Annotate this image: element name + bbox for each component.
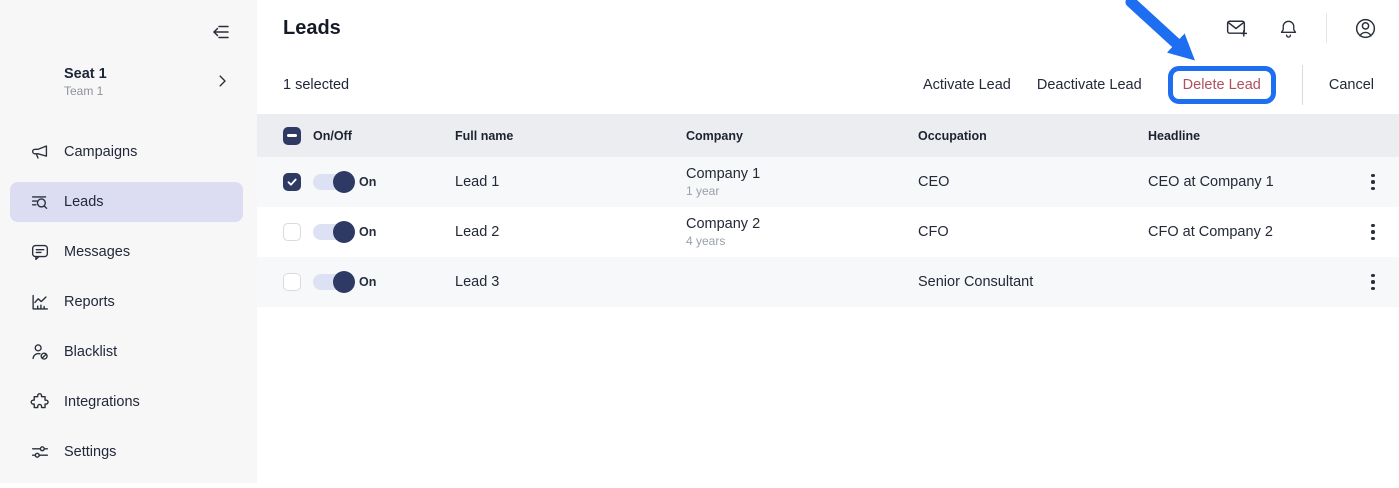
megaphone-icon	[28, 140, 52, 164]
company-name: Company 1	[686, 166, 761, 182]
check-icon	[286, 176, 298, 188]
sidebar-nav: Campaigns Leads Messages	[10, 132, 243, 482]
toggle-label: On	[359, 225, 377, 239]
sidebar-item-settings[interactable]: Settings	[10, 432, 243, 472]
top-header: Leads	[257, 0, 1399, 56]
sidebar: Seat 1 Team 1 Campaigns	[0, 0, 257, 483]
sidebar-item-label: Blacklist	[64, 344, 118, 360]
user-block-icon	[28, 340, 52, 364]
lead-on-off-toggle[interactable]: On	[313, 221, 455, 243]
row-menu-button[interactable]	[1365, 218, 1381, 247]
profile-icon	[1353, 16, 1378, 41]
table-header-row: On/Off Full name Company Occupation Head…	[257, 114, 1399, 157]
toggle-label: On	[359, 275, 377, 289]
sidebar-item-reports[interactable]: Reports	[10, 282, 243, 322]
company-name: Company 2	[686, 216, 761, 232]
cell-full-name: Lead 2	[455, 224, 500, 240]
compose-message-button[interactable]	[1222, 14, 1250, 42]
lead-on-off-toggle[interactable]: On	[313, 171, 455, 193]
toggle-knob	[333, 171, 355, 193]
chart-icon	[28, 290, 52, 314]
kebab-icon	[1371, 223, 1375, 241]
sidebar-item-label: Messages	[64, 244, 131, 260]
column-header-onoff: On/Off	[313, 128, 352, 143]
cell-headline: CEO at Company 1	[1148, 174, 1274, 190]
mail-plus-icon	[1224, 16, 1249, 41]
sidebar-item-integrations[interactable]: Integrations	[10, 382, 243, 422]
column-header-company: Company	[686, 128, 743, 143]
sidebar-item-blacklist[interactable]: Blacklist	[10, 332, 243, 372]
kebab-icon	[1371, 273, 1375, 291]
row-checkbox[interactable]	[283, 173, 301, 191]
profile-button[interactable]	[1351, 14, 1379, 42]
notifications-button[interactable]	[1274, 14, 1302, 42]
row-checkbox[interactable]	[283, 223, 301, 241]
header-divider	[1326, 13, 1327, 43]
sidebar-item-label: Integrations	[64, 394, 140, 410]
toggle-label: On	[359, 175, 377, 189]
annotation-highlight-box: Delete Lead	[1167, 66, 1276, 104]
toggle-track	[313, 221, 355, 243]
sidebar-item-label: Campaigns	[64, 144, 138, 160]
row-checkbox[interactable]	[283, 273, 301, 291]
row-menu-button[interactable]	[1365, 268, 1381, 297]
collapse-sidebar-button[interactable]	[207, 18, 235, 46]
sidebar-item-messages[interactable]: Messages	[10, 232, 243, 272]
chevron-right-icon	[213, 72, 231, 90]
deactivate-lead-button[interactable]: Deactivate Lead	[1036, 77, 1142, 93]
cell-headline: CFO at Company 2	[1148, 224, 1273, 240]
selection-action-bar: 1 selected Activate Lead Deactivate Lead…	[257, 56, 1399, 114]
delete-lead-button[interactable]: Delete Lead	[1182, 77, 1261, 93]
main-content: Leads	[257, 0, 1399, 483]
cell-full-name: Lead 3	[455, 274, 500, 290]
lead-on-off-toggle[interactable]: On	[313, 271, 455, 293]
cancel-button[interactable]: Cancel	[1328, 77, 1374, 93]
cell-occupation: CFO	[918, 224, 949, 240]
seat-subtitle: Team 1	[64, 84, 104, 98]
lead-search-icon	[28, 190, 52, 214]
sliders-icon	[28, 440, 52, 464]
select-all-checkbox[interactable]	[283, 126, 301, 145]
toggle-knob	[333, 221, 355, 243]
cell-full-name: Lead 1	[455, 174, 500, 190]
company-tenure: 1 year	[686, 184, 720, 198]
page-title: Leads	[283, 16, 341, 39]
kebab-icon	[1371, 173, 1375, 191]
header-actions	[1222, 13, 1379, 43]
cell-occupation: CEO	[918, 174, 950, 190]
cell-company: Company 1 1 year	[686, 166, 918, 198]
activate-lead-button[interactable]: Activate Lead	[922, 77, 1011, 93]
puzzle-icon	[28, 390, 52, 414]
sidebar-item-label: Reports	[64, 294, 115, 310]
sidebar-item-campaigns[interactable]: Campaigns	[10, 132, 243, 172]
column-header-full-name: Full name	[455, 128, 514, 143]
seat-selector[interactable]: Seat 1 Team 1	[0, 62, 257, 102]
toggle-track	[313, 271, 355, 293]
row-menu-button[interactable]	[1365, 168, 1381, 197]
column-header-headline: Headline	[1148, 128, 1201, 143]
sidebar-item-leads[interactable]: Leads	[10, 182, 243, 222]
bell-icon	[1277, 17, 1300, 40]
table-row: On Lead 1 Company 1 1 year CEO CEO at Co…	[257, 157, 1399, 207]
action-bar-divider	[1301, 65, 1303, 105]
sidebar-item-label: Settings	[64, 444, 117, 460]
selected-count: 1 selected	[283, 77, 350, 93]
cell-occupation: Senior Consultant	[918, 274, 1034, 290]
sidebar-item-label: Leads	[64, 194, 104, 210]
collapse-sidebar-icon	[209, 20, 233, 44]
cell-company: Company 2 4 years	[686, 216, 918, 248]
table-row: On Lead 3 Senior Consultant	[257, 257, 1399, 307]
table-row: On Lead 2 Company 2 4 years CFO CFO at C…	[257, 207, 1399, 257]
seat-title: Seat 1	[64, 66, 107, 82]
toggle-track	[313, 171, 355, 193]
cell-company	[686, 281, 918, 283]
toggle-knob	[333, 271, 355, 293]
chat-bubble-icon	[28, 240, 52, 264]
column-header-occupation: Occupation	[918, 128, 987, 143]
company-tenure: 4 years	[686, 234, 726, 248]
